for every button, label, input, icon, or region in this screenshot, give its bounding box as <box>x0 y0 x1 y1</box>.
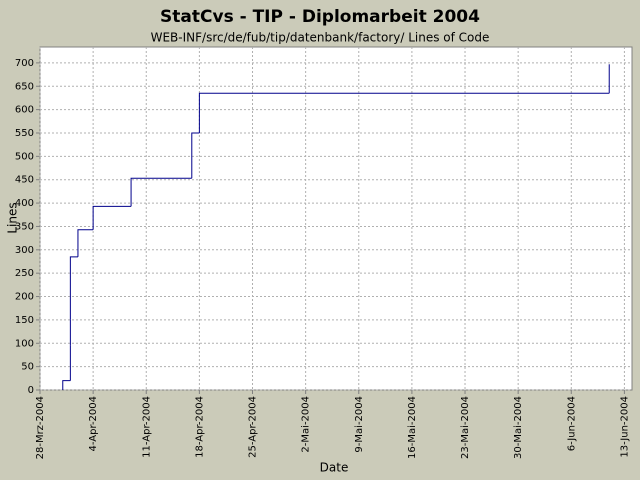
chart-title: StatCvs - TIP - Diplomarbeit 2004 <box>160 7 480 27</box>
y-tick-label: 700 <box>15 58 34 69</box>
x-tick-label: 30-Mai-2004 <box>513 396 524 459</box>
y-tick-label: 650 <box>15 81 34 92</box>
step-segment <box>69 256 78 320</box>
y-tick-label: 400 <box>15 198 34 209</box>
y-tick-label: 100 <box>15 338 34 349</box>
y-tick-label: 450 <box>15 175 34 186</box>
x-tick-label: 28-Mrz-2004 <box>35 396 46 459</box>
y-tick-label: 500 <box>15 151 34 162</box>
y-tick-label: 200 <box>15 292 34 303</box>
y-tick-label: 0 <box>28 385 34 396</box>
y-tick-label: 600 <box>15 105 34 116</box>
y-tick-label: 150 <box>15 315 34 326</box>
y-tick-label: 350 <box>15 221 34 232</box>
x-axis-title: Date <box>320 461 349 475</box>
x-tick-label: 2-Mai-2004 <box>301 396 312 453</box>
x-tick-label: 9-Mai-2004 <box>354 396 365 453</box>
step-segment <box>77 229 94 257</box>
x-tick-label: 25-Apr-2004 <box>248 396 259 458</box>
x-tick-label: 6-Jun-2004 <box>566 396 577 451</box>
x-tick-label: 18-Apr-2004 <box>194 396 205 458</box>
y-tick-label: 300 <box>15 245 34 256</box>
step-segment <box>191 132 200 179</box>
y-tick-label: 250 <box>15 268 34 279</box>
plot-area <box>39 46 633 391</box>
x-tick-label: 23-Mai-2004 <box>460 396 471 459</box>
x-tick-label: 4-Apr-2004 <box>88 396 99 451</box>
x-tick-label: 16-Mai-2004 <box>407 396 418 459</box>
x-tick-label: 13-Jun-2004 <box>619 396 630 458</box>
y-tick-label: 550 <box>15 128 34 139</box>
step-segment <box>62 380 71 390</box>
step-segment <box>130 177 192 207</box>
step-segment <box>198 92 610 133</box>
y-axis-title: Lines <box>6 202 20 233</box>
step-segment <box>92 205 132 230</box>
chart-subtitle: WEB-INF/src/de/fub/tip/datenbank/factory… <box>151 31 490 45</box>
y-tick-label: 50 <box>21 362 34 373</box>
x-tick-label: 11-Apr-2004 <box>141 396 152 458</box>
